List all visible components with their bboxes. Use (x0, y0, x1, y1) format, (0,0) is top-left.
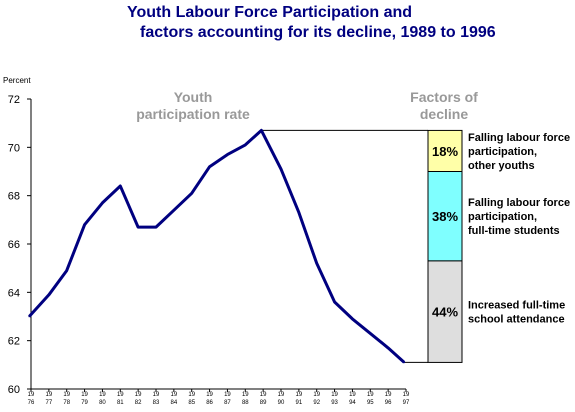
decline-factor-description: Increased full-time (468, 300, 565, 312)
decline-factor-description: full-time students (468, 225, 560, 237)
decline-factor-description: participation, (468, 211, 537, 223)
decline-factor-description: school attendance (468, 314, 565, 326)
x-tick-label-top: 19 (171, 392, 178, 398)
x-tick-label-bottom: 91 (296, 400, 303, 406)
x-tick-label-bottom: 83 (153, 400, 160, 406)
x-tick-label-top: 19 (296, 392, 303, 398)
x-tick-label-top: 19 (242, 392, 249, 398)
chart-title-line-1: Youth Labour Force Participation and (127, 4, 413, 21)
data-point (244, 144, 247, 146)
data-point (48, 293, 50, 296)
decline-factor-description: Falling labour force (468, 197, 570, 209)
x-tick-label-top: 19 (81, 392, 88, 398)
x-tick-label-bottom: 86 (206, 400, 213, 406)
x-tick-label-top: 19 (206, 392, 213, 398)
x-tick-label-bottom: 95 (367, 400, 374, 406)
data-point (333, 301, 336, 303)
x-tick-label-top: 19 (331, 392, 338, 398)
x-tick-label-top: 19 (313, 392, 320, 398)
x-tick-label-bottom: 80 (99, 400, 106, 406)
x-tick-label-top: 19 (28, 392, 35, 398)
series-annotation-line: participation rate (136, 106, 250, 122)
data-point (298, 211, 300, 214)
chart-title: Youth Labour Force Participation and fac… (0, 4, 575, 46)
chart-title-line-2: factors accounting for its decline, 1989… (140, 24, 496, 41)
data-point (101, 202, 104, 204)
x-tick-label-top: 19 (260, 392, 267, 398)
decline-factor-description: participation, (468, 146, 537, 158)
x-tick-label-top: 19 (224, 392, 231, 398)
decline-factor-segment (427, 260, 463, 363)
data-point (403, 361, 406, 364)
data-point (226, 153, 229, 156)
data-point (28, 315, 31, 318)
x-tick-label-bottom: 96 (385, 400, 392, 406)
data-point (315, 262, 318, 265)
x-tick-label-bottom: 87 (224, 400, 231, 406)
y-tick-label: 68 (8, 191, 20, 203)
data-point (119, 185, 122, 187)
x-tick-label-top: 19 (63, 392, 70, 398)
x-tick-label-bottom: 90 (278, 400, 285, 406)
x-tick-label-bottom: 76 (28, 400, 35, 406)
y-tick-label: 66 (8, 239, 20, 251)
decline-factor-segment (427, 129, 463, 173)
x-tick-label-top: 19 (385, 392, 392, 398)
x-tick-label-bottom: 78 (63, 400, 70, 406)
x-tick-label-top: 19 (135, 392, 142, 398)
decline-factor-percent: 18% (432, 144, 458, 159)
x-tick-label-bottom: 79 (81, 400, 88, 406)
y-tick-label: 72 (8, 94, 20, 106)
data-point (208, 165, 211, 168)
x-tick-label-top: 19 (117, 392, 124, 398)
x-tick-label-top: 19 (153, 392, 160, 398)
decline-factor-percent: 44% (432, 305, 458, 320)
data-point (280, 168, 282, 170)
data-point (387, 347, 389, 349)
y-tick-label: 62 (8, 336, 20, 348)
y-tick-label: 70 (8, 142, 20, 154)
series-annotation-line: Youth (174, 89, 213, 105)
decline-factor-description: other youths (468, 160, 535, 172)
x-tick-label-top: 19 (367, 392, 374, 398)
factors-annotation-line: Factors of (410, 89, 478, 105)
x-tick-label-bottom: 82 (135, 400, 142, 406)
factors-annotation-line: decline (420, 106, 468, 122)
y-tick-label: 64 (8, 287, 20, 299)
x-tick-label-bottom: 94 (349, 400, 356, 406)
data-point (173, 209, 175, 211)
data-point (369, 332, 372, 335)
decline-factor-description: Falling labour force (468, 132, 570, 144)
x-tick-label-bottom: 81 (117, 400, 124, 406)
data-point (65, 269, 68, 272)
x-tick-label-bottom: 88 (242, 400, 249, 406)
x-tick-label-top: 19 (46, 392, 53, 398)
decline-factor-percent: 38% (432, 209, 458, 224)
x-tick-label-bottom: 85 (188, 400, 195, 406)
x-tick-label-bottom: 92 (313, 400, 320, 406)
data-point (351, 318, 354, 320)
x-tick-label-bottom: 77 (46, 400, 53, 406)
data-point (260, 129, 263, 132)
data-point (137, 226, 139, 228)
data-point (83, 223, 86, 226)
y-axis-title: Percent (3, 76, 31, 85)
x-tick-label-bottom: 93 (331, 400, 338, 406)
x-tick-label-top: 19 (99, 392, 106, 398)
x-tick-label-top: 19 (403, 392, 410, 398)
x-tick-label-top: 19 (349, 392, 356, 398)
youth-participation-line (28, 128, 406, 364)
x-tick-label-bottom: 84 (171, 400, 178, 406)
data-point (190, 192, 193, 195)
x-tick-label-top: 19 (188, 392, 195, 398)
x-tick-label-bottom: 97 (403, 400, 410, 406)
x-tick-label-top: 19 (278, 392, 285, 398)
y-tick-label: 60 (8, 384, 20, 396)
x-tick-label-bottom: 89 (260, 400, 267, 406)
data-point (155, 226, 157, 228)
